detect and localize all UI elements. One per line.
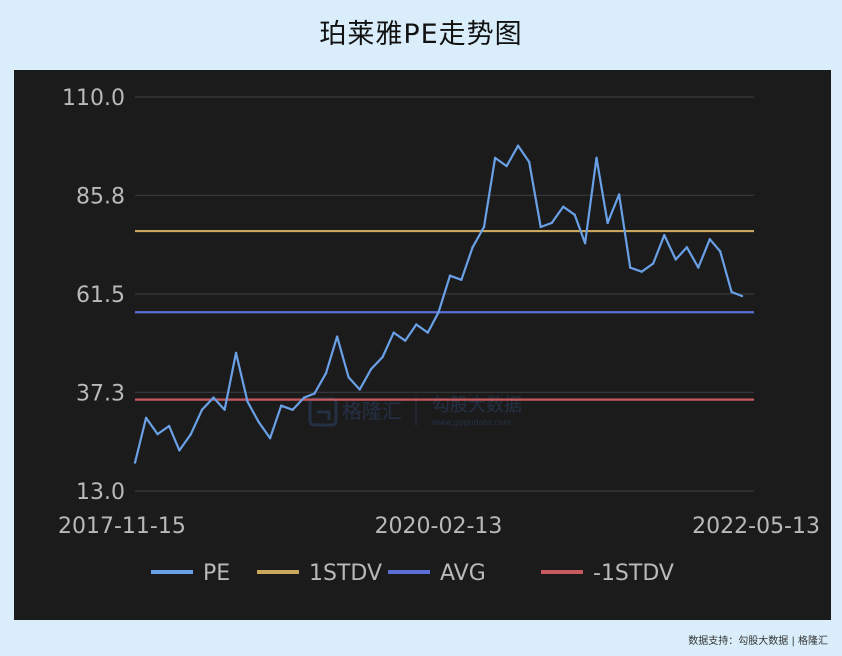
y-tick-label: 85.8 [76, 184, 125, 209]
pe-data-point [257, 420, 260, 424]
pe-data-point [392, 331, 395, 334]
pe-data-point [583, 242, 587, 245]
legend-label: AVG [440, 561, 486, 586]
pe-data-point [156, 432, 159, 436]
pe-data-point [437, 311, 440, 314]
chart-panel: 格隆汇 勾股大数据 www.gogudata.com 110.0 85.8 61.5… [14, 70, 831, 620]
pe-data-point [189, 432, 193, 436]
pe-data-point [212, 396, 215, 399]
pe-data-point [685, 246, 689, 249]
pe-data-point [606, 221, 609, 225]
legend: PE 1STDV AVG -1STDV [151, 561, 674, 586]
pe-data-point [740, 294, 744, 298]
pe-data-point [279, 404, 283, 407]
pe-data-point [539, 225, 542, 229]
x-tick-label: 2022-05-13 [692, 514, 820, 539]
pe-data-point [730, 290, 733, 294]
pe-data-point [573, 213, 576, 216]
pe-data-point [324, 372, 328, 375]
pe-data-point [460, 278, 463, 281]
pe-data-point [527, 160, 531, 164]
pe-data-point [448, 274, 452, 277]
y-axis-ticks: 110.0 85.8 61.5 37.3 13.0 [62, 86, 125, 505]
footer-credit: 数据支持：勾股大数据 | 格隆汇 [688, 636, 828, 647]
pe-data-point [335, 335, 339, 338]
pe-data-point [167, 424, 171, 428]
pe-data-point [516, 144, 520, 147]
pe-data-point [223, 408, 226, 411]
pe-data-point [595, 156, 598, 160]
pe-data-point [505, 164, 508, 168]
pe-data-point [697, 266, 700, 269]
y-tick-label: 13.0 [76, 480, 125, 505]
pe-data-point [347, 376, 350, 379]
pe-data-point [234, 351, 238, 355]
pe-data-point [178, 449, 181, 452]
pe-data-point [291, 408, 294, 411]
watermark-sub-brand: 勾股大数据 [432, 395, 522, 416]
x-axis-ticks: 2017-11-15 2020-02-13 2022-05-13 [58, 514, 820, 539]
pe-data-point [617, 193, 621, 196]
pe-line-chart: 格隆汇 勾股大数据 www.gogudata.com 110.0 85.8 61.5… [58, 86, 820, 586]
legend-label: -1STDV [593, 561, 674, 586]
pe-data-point [381, 355, 384, 359]
watermark-url: www.gogudata.com [432, 418, 511, 427]
pe-data-point [246, 400, 249, 403]
pe-data-point [708, 237, 711, 241]
pe-data-point [426, 331, 429, 334]
pe-data-point [471, 246, 474, 249]
pe-data-point [493, 156, 497, 160]
pe-data-point [403, 339, 407, 342]
pe-data-point [482, 225, 486, 229]
y-tick-label: 37.3 [76, 381, 125, 406]
pe-data-point [144, 416, 148, 420]
x-tick-label: 2020-02-13 [375, 514, 503, 539]
legend-label: 1STDV [309, 561, 382, 586]
watermark-logo-icon [308, 397, 338, 427]
pe-data-point [200, 408, 204, 411]
x-tick-label: 2017-11-15 [58, 514, 186, 539]
y-tick-label: 61.5 [76, 283, 125, 308]
series-layer [133, 144, 744, 464]
pe-data-point [651, 262, 655, 265]
pe-data-point [629, 266, 632, 269]
y-tick-label: 110.0 [62, 86, 125, 111]
page-title: 珀莱雅PE走势图 [319, 19, 523, 50]
pe-data-point [302, 396, 306, 399]
legend-label: PE [203, 561, 230, 586]
pe-data-point [358, 388, 361, 391]
pe-data-point [718, 250, 722, 253]
pe-data-point [133, 461, 137, 464]
pe-data-point [663, 233, 666, 237]
pe-data-point [268, 436, 272, 440]
pe-data-point [550, 221, 553, 225]
pe-data-point [674, 258, 677, 261]
reference-lines [135, 229, 754, 401]
pe-data-point [640, 270, 643, 273]
watermark-brand: 格隆汇 [342, 399, 402, 423]
pe-data-point [369, 367, 373, 371]
pe-data-point [313, 392, 316, 395]
pe-data-point [415, 323, 418, 326]
pe-data-point [562, 205, 565, 208]
